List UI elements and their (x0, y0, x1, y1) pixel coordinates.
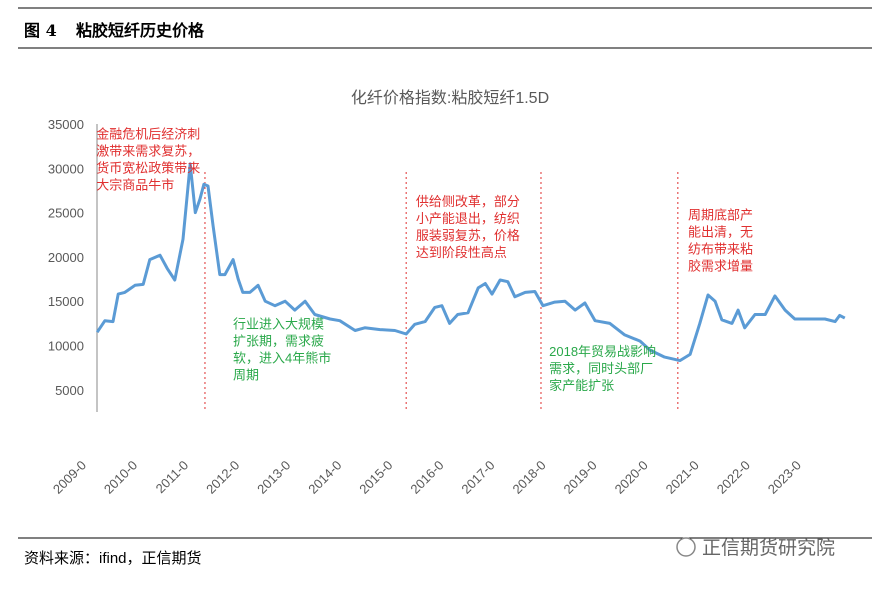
x-tick-label: 2022-0 (714, 458, 753, 497)
annotation-text: 行业进入大规模 (233, 316, 324, 331)
y-tick-label: 10000 (48, 339, 84, 354)
x-tick-label: 2011-0 (153, 458, 192, 497)
annotation-text: 服装弱复苏，价格 (416, 228, 520, 243)
annotation-text: 软，进入4年熊市 (233, 350, 331, 365)
x-tick-label: 2023-0 (765, 458, 804, 497)
plot: 5000 10000 15000 20000 25000 30000 35000 2009-0… (48, 117, 846, 497)
x-tick-label: 2009-0 (50, 458, 89, 497)
annotation-text: 能出清，无 (688, 224, 753, 239)
annotation-text: 大宗商品牛市 (96, 178, 174, 193)
annotation-text: 供给侧改革，部分 (416, 194, 520, 209)
y-tick-label: 30000 (48, 161, 84, 176)
x-tick-label: 2013-0 (254, 458, 293, 497)
y-tick-label: 15000 (48, 294, 84, 309)
x-tick-label: 2015-0 (356, 458, 395, 497)
x-tick-label: 2021-0 (663, 458, 702, 497)
price-line (95, 162, 846, 363)
figure-label: 图 4 (24, 21, 57, 40)
annotation-text: 周期 (233, 367, 259, 382)
annotation-text: 需求，同时头部厂 (549, 361, 653, 376)
chart-title: 化纤价格指数:粘胶短纤1.5D (351, 89, 549, 107)
x-tick-label: 2010-0 (101, 458, 140, 497)
watermark: 正信期货研究院 (702, 537, 835, 559)
x-tick-label: 2017-0 (458, 458, 497, 497)
wechat-icon (676, 537, 696, 557)
x-tick-label: 2016-0 (407, 458, 446, 497)
annotation-text: 胶需求增量 (688, 258, 753, 273)
y-tick-label: 35000 (48, 117, 84, 132)
x-tick-label: 2019-0 (561, 458, 600, 497)
annotation-text: 扩张期，需求疲 (233, 333, 324, 348)
y-tick-label: 25000 (48, 206, 84, 221)
annotation-text: 达到阶段性高点 (416, 245, 507, 260)
annotation-text: 激带来需求复苏， (96, 144, 200, 159)
y-tick-label: 5000 (55, 383, 84, 398)
source: 资料来源：ifind，正信期货 (24, 550, 202, 567)
annotation-text: 金融危机后经济刺 (96, 127, 200, 142)
annotation-text: 小产能退出，纺织 (416, 211, 520, 226)
x-tick-label: 2018-0 (509, 458, 548, 497)
figure-title: 粘胶短纤历史价格 (76, 21, 205, 40)
x-tick-label: 2012-0 (203, 458, 242, 497)
annotation-text: 货币宽松政策带来 (96, 161, 200, 176)
annotation-text: 周期底部产 (688, 207, 753, 222)
annotation-text: 2018年贸易战影响 (549, 344, 656, 359)
annotation-text: 纺布带来粘 (688, 241, 753, 256)
x-tick-label: 2020-0 (612, 458, 651, 497)
y-tick-label: 20000 (48, 250, 84, 265)
annotation-text: 家产能扩张 (549, 378, 614, 393)
x-tick-label: 2014-0 (305, 458, 344, 497)
